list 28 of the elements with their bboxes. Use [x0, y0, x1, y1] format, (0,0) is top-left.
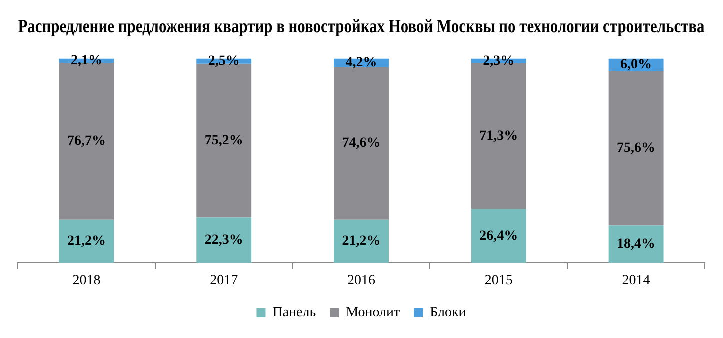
x-tick-label: 2016: [348, 273, 376, 288]
data-label: 75,2%: [204, 133, 244, 148]
data-label: 21,2%: [67, 234, 106, 250]
data-label: 76,7%: [67, 134, 106, 150]
data-label: 75,6%: [617, 140, 656, 156]
x-tick-label: 2014: [622, 273, 650, 288]
data-label: 74,6%: [342, 136, 381, 152]
bar: [471, 209, 526, 264]
legend-label: Панель: [272, 306, 316, 321]
bar: [608, 226, 664, 264]
bar: [59, 220, 114, 264]
bar: [334, 67, 389, 220]
bar: [334, 220, 389, 264]
data-label: 4,2%: [346, 56, 378, 71]
data-label: 71,3%: [480, 128, 518, 144]
data-label: 22,3%: [204, 233, 244, 248]
data-label: 21,2%: [342, 234, 381, 250]
data-label: 6,0%: [620, 58, 652, 73]
x-tick-label: 2015: [484, 273, 513, 288]
x-tick-label: 2017: [210, 273, 238, 288]
data-label: 26,4%: [480, 228, 518, 244]
x-tick-label: 2018: [72, 273, 101, 288]
data-label: 18,4%: [617, 237, 656, 252]
chart-title: Распредление предложения квартир в новостройках Новой Москвы по технологии строительства: [18, 16, 706, 37]
bar: [196, 218, 252, 264]
legend-label: Монолит: [346, 306, 400, 321]
bar: [608, 71, 664, 226]
legend-label: Блоки: [430, 306, 467, 321]
